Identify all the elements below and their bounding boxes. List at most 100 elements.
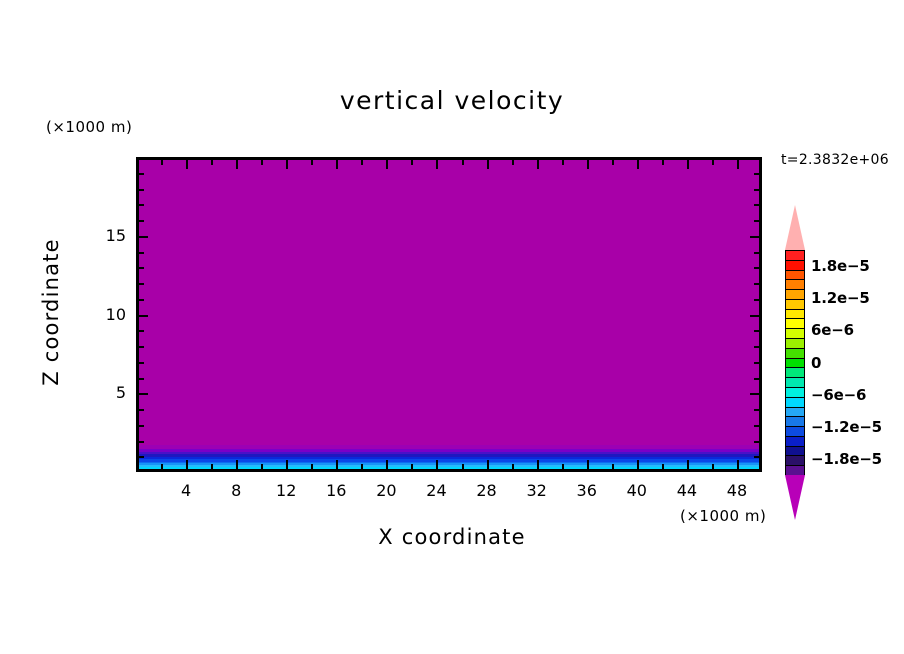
axis-tick xyxy=(754,204,759,206)
axis-tick xyxy=(754,173,759,175)
x-tick-label: 8 xyxy=(231,481,242,500)
axis-tick xyxy=(139,173,144,175)
colorbar-band xyxy=(786,397,804,408)
axis-tick xyxy=(139,204,144,206)
axis-tick xyxy=(436,460,438,469)
x-tick-label: 4 xyxy=(180,481,192,500)
colorbar-tick-label: −1.2e−5 xyxy=(811,417,882,436)
colorbar-band xyxy=(786,378,804,388)
axis-tick xyxy=(754,189,759,191)
axis-tick xyxy=(211,464,213,469)
axis-tick xyxy=(261,160,263,165)
field-layer xyxy=(139,444,759,449)
axis-tick xyxy=(562,464,564,469)
axis-tick xyxy=(139,346,144,348)
axis-tick xyxy=(139,252,144,254)
y-tick-label: 15 xyxy=(105,225,126,245)
axis-tick xyxy=(754,220,759,222)
axis-tick xyxy=(662,160,664,165)
axis-tick xyxy=(236,160,238,169)
x-tick-label: 12 xyxy=(276,481,297,500)
colorbar-tick-label: 6e−6 xyxy=(811,321,854,340)
colorbar-band xyxy=(786,417,804,428)
axis-tick xyxy=(754,346,759,348)
axis-tick xyxy=(311,464,313,469)
axis-tick xyxy=(754,330,759,332)
axis-tick xyxy=(754,299,759,301)
axis-tick xyxy=(139,456,144,458)
axis-tick xyxy=(750,393,759,395)
field-layer xyxy=(139,459,759,462)
axis-tick xyxy=(236,460,238,469)
axis-tick xyxy=(286,460,288,469)
x-tick-label: 20 xyxy=(376,481,397,500)
colorbar-tick-label: 1.2e−5 xyxy=(811,289,870,308)
axis-tick xyxy=(637,460,639,469)
colorbar-band xyxy=(786,427,804,437)
colorbar-tick-label: −1.8e−5 xyxy=(811,449,882,468)
field-layer xyxy=(139,467,759,469)
axis-tick xyxy=(336,160,338,169)
axis-tick xyxy=(662,464,664,469)
plot-area xyxy=(136,157,762,472)
axis-tick xyxy=(562,160,564,165)
axis-tick xyxy=(139,236,148,238)
axis-tick xyxy=(712,464,714,469)
axis-tick xyxy=(687,460,689,469)
axis-tick xyxy=(139,315,148,317)
axis-tick xyxy=(139,220,144,222)
colorbar-band xyxy=(786,260,804,271)
x-tick-label: 28 xyxy=(476,481,497,500)
axis-tick xyxy=(754,441,759,443)
field-layer xyxy=(139,461,759,464)
axis-tick xyxy=(737,160,739,169)
axis-tick xyxy=(512,160,514,165)
y-axis-title: Z coordinate xyxy=(39,238,63,386)
axis-tick xyxy=(311,160,313,165)
x-axis-title: X coordinate xyxy=(378,525,526,549)
axis-tick xyxy=(161,464,163,469)
axis-tick xyxy=(139,425,144,427)
colorbar-band xyxy=(786,387,804,398)
axis-tick xyxy=(612,464,614,469)
field-layer xyxy=(139,465,759,468)
colorbar-band xyxy=(786,299,804,310)
axis-tick xyxy=(336,460,338,469)
axis-tick xyxy=(512,464,514,469)
field-layer xyxy=(139,451,759,455)
colorbar-tick-label: −6e−6 xyxy=(811,385,867,404)
axis-tick xyxy=(411,160,413,165)
colorbar-band xyxy=(786,280,804,291)
axis-tick xyxy=(754,378,759,380)
axis-tick xyxy=(139,378,144,380)
axis-tick xyxy=(487,160,489,169)
axis-tick xyxy=(462,464,464,469)
colorbar-band xyxy=(786,309,804,320)
time-annotation: t=2.3832e+06 xyxy=(781,152,889,168)
axis-tick xyxy=(754,283,759,285)
field-layer xyxy=(139,454,759,458)
x-tick-label: 36 xyxy=(576,481,597,500)
y-tick-label: 5 xyxy=(115,383,126,403)
colorbar-band xyxy=(786,348,804,359)
axis-tick xyxy=(139,189,144,191)
colorbar: 1.8e−5 1.2e−5 6e−6 0 −6e−6 −1.2e−5 −1.8e−5 xyxy=(785,205,882,520)
axis-tick xyxy=(637,160,639,169)
axis-tick xyxy=(754,456,759,458)
axis-tick xyxy=(750,315,759,317)
x-tick-label: 16 xyxy=(326,481,347,500)
axis-tick xyxy=(754,252,759,254)
colorbar-band xyxy=(786,407,804,418)
chart-title: vertical velocity xyxy=(339,86,565,115)
axis-tick xyxy=(754,267,759,269)
field-layer xyxy=(139,160,759,445)
axis-tick xyxy=(361,464,363,469)
axis-tick xyxy=(286,160,288,169)
colorbar-band xyxy=(786,358,804,369)
colorbar-tick-label: 0 xyxy=(811,353,822,372)
axis-tick xyxy=(587,460,589,469)
axis-tick xyxy=(386,160,388,169)
axis-tick xyxy=(587,160,589,169)
colorbar-tick-label: 1.8e−5 xyxy=(811,257,870,276)
axis-tick xyxy=(754,409,759,411)
